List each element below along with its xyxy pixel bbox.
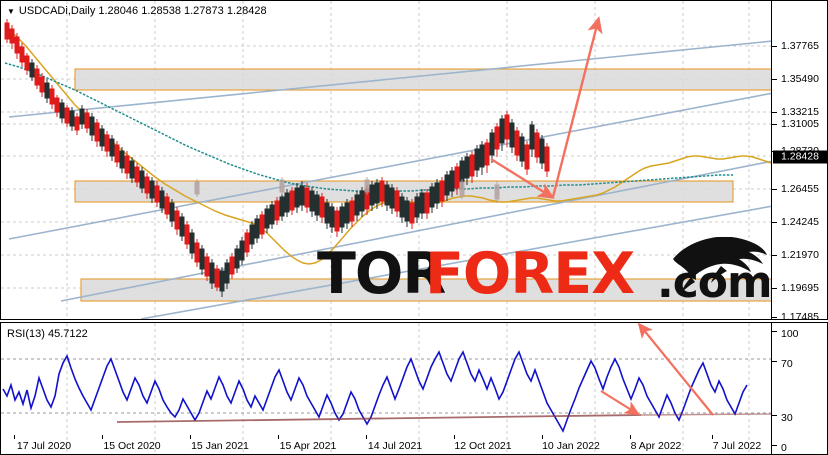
mid-channel-line [8, 92, 771, 240]
date-label: 15 Apr 2021 [279, 440, 337, 452]
price-axis-label: 1.37765 [781, 40, 819, 52]
price-axis[interactable]: 1.37765 1.35490 1.33215 1.31005 1.28730 … [771, 1, 827, 323]
lower-channel-line [60, 160, 771, 302]
price-axis-label: 1.26455 [781, 183, 819, 195]
triangle-down-icon[interactable]: ▼ [7, 6, 15, 16]
rsi-forecast-down-arrow [600, 390, 641, 416]
rsi-plot-area[interactable] [1, 323, 771, 454]
current-price-badge: 1.28428 [773, 150, 827, 164]
rsi-forecast-annotation [600, 323, 714, 416]
price-panel-header: ▼ USDCADi,Daily 1.28046 1.28538 1.27873 1… [7, 5, 267, 17]
date-label: 14 Jul 2021 [367, 440, 423, 452]
rsi-axis-label: 100 [781, 328, 799, 340]
price-axis-label: 1.35490 [781, 73, 819, 85]
price-axis-label: 1.31005 [781, 118, 819, 130]
date-label: 17 Jul 2020 [16, 440, 72, 452]
current-price-value: 1.28428 [781, 150, 819, 163]
rsi-axis-label: 70 [781, 358, 793, 370]
rsi-axis[interactable]: 100 70 30 0 [771, 323, 827, 454]
price-axis-label: 1.24245 [781, 216, 819, 228]
price-axis-label: 1.33215 [781, 106, 819, 118]
price-zones [74, 68, 771, 302]
price-panel: TOR FOREX .com ▼ USDCADi,Daily 1.28046 1.… [0, 0, 828, 323]
price-plot-area[interactable]: TOR FOREX .com [1, 1, 771, 319]
base-channel-line [140, 205, 771, 319]
forecast-up-arrow [551, 16, 603, 198]
date-axis: 17 Jul 2020 15 Oct 2020 15 Jan 2021 15 A… [0, 435, 828, 455]
rsi-grid [1, 323, 771, 454]
rsi-axis-label: 30 [781, 412, 793, 424]
date-label: 12 Oct 2021 [454, 440, 512, 452]
price-axis-label: 1.19695 [781, 282, 819, 294]
trend-channel-lines [8, 40, 771, 319]
date-label: 10 Jan 2022 [542, 440, 600, 452]
price-axis-label: 1.21970 [781, 249, 819, 261]
price-header-text: USDCADi,Daily 1.28046 1.28538 1.27873 1.… [18, 5, 267, 17]
rsi-trendline-extension [640, 413, 771, 416]
rsi-forecast-up-arrow [637, 323, 714, 416]
resistance-zone [74, 68, 771, 91]
date-label: 7 Jul 2022 [712, 440, 762, 452]
forecast-down-arrow [490, 157, 555, 199]
rsi-panel: RSI(13) 45.7122 100 70 30 0 [0, 322, 828, 455]
rsi-panel-header: RSI(13) 45.7122 [7, 328, 88, 340]
date-label: 8 Apr 2022 [630, 440, 682, 452]
price-chart-svg [1, 1, 771, 319]
date-label: 15 Jan 2021 [191, 440, 249, 452]
rsi-chart-svg [1, 323, 771, 454]
ma-slow-orange [4, 26, 771, 265]
candlestick-series [4, 19, 550, 297]
upper-channel-line [8, 40, 771, 118]
rsi-line [2, 350, 748, 433]
forecast-annotation [490, 16, 603, 199]
rsi-axis-label: 0 [781, 442, 787, 454]
rsi-trendline [116, 414, 642, 423]
price-axis-label: 1.17485 [781, 311, 819, 323]
date-label: 15 Oct 2020 [103, 440, 161, 452]
lower-support-zone [80, 278, 771, 302]
